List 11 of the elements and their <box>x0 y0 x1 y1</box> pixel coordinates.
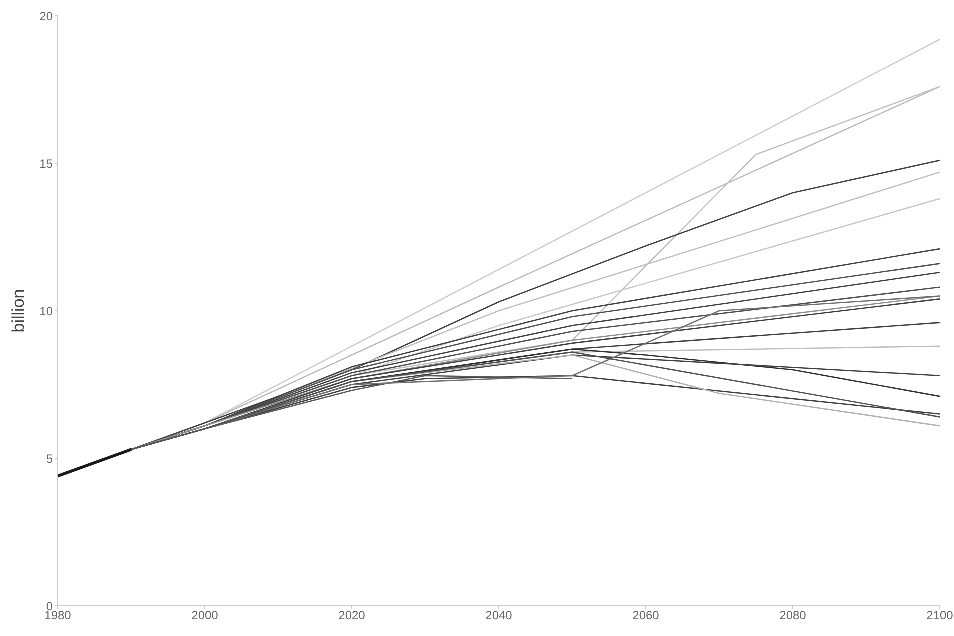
y-tick-label: 20 <box>40 9 54 24</box>
x-tick-label: 2020 <box>338 608 366 623</box>
x-tick-label: 2040 <box>486 608 513 623</box>
x-tick-label: 2060 <box>632 608 660 623</box>
y-axis-title: billion <box>9 289 28 333</box>
y-tick-label: 10 <box>40 304 54 318</box>
x-tick-label: 2080 <box>780 608 807 623</box>
x-tick-label: 2000 <box>192 608 219 623</box>
x-tick-label: 2100 <box>926 608 954 623</box>
y-tick-label: 15 <box>40 156 54 171</box>
y-tick-label: 5 <box>46 452 54 466</box>
